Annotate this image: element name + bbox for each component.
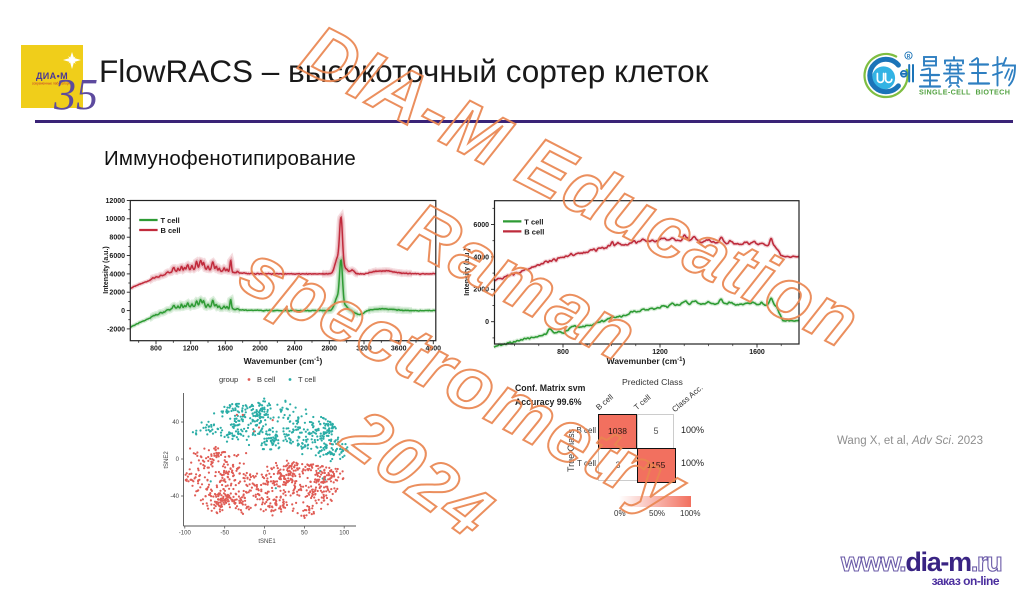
svg-text:tSNE2: tSNE2 [164, 451, 170, 469]
svg-text:6000: 6000 [473, 222, 489, 229]
svg-text:100: 100 [339, 531, 350, 537]
svg-text:4000: 4000 [426, 346, 442, 353]
svg-text:B cell: B cell [257, 375, 276, 384]
svg-text:2000: 2000 [473, 287, 489, 294]
svg-text:Intensity (a.u.): Intensity (a.u.) [464, 248, 471, 295]
svg-text:1200: 1200 [183, 346, 199, 353]
svg-text:2800: 2800 [322, 346, 338, 353]
svg-text:group: group [219, 375, 238, 384]
svg-text:3600: 3600 [391, 346, 407, 353]
svg-text:B cell: B cell [161, 226, 181, 235]
svg-text:800: 800 [150, 346, 162, 353]
svg-text:tSNE1: tSNE1 [258, 539, 276, 545]
svg-text:6000: 6000 [109, 253, 125, 260]
svg-text:T cell: T cell [298, 375, 316, 384]
svg-text:1600: 1600 [218, 346, 234, 353]
svg-text:-100: -100 [179, 531, 192, 537]
svg-text:Intensity (a.u.): Intensity (a.u.) [103, 246, 110, 293]
svg-text:10000: 10000 [106, 216, 126, 223]
svg-text:-2000: -2000 [107, 326, 125, 333]
svg-text:0: 0 [485, 319, 489, 326]
svg-text:2000: 2000 [252, 346, 268, 353]
svg-text:1600: 1600 [749, 349, 765, 356]
svg-text:3200: 3200 [356, 346, 372, 353]
svg-text:4000: 4000 [473, 254, 489, 261]
svg-text:T cell: T cell [161, 216, 180, 225]
svg-text:12000: 12000 [106, 198, 126, 205]
svg-text:-50: -50 [220, 531, 229, 537]
svg-text:4000: 4000 [109, 271, 125, 278]
svg-text:1200: 1200 [652, 349, 668, 356]
svg-text:современные лаборатории: современные лаборатории [32, 82, 73, 86]
svg-text:T cell: T cell [524, 217, 543, 226]
svg-text:0: 0 [121, 308, 125, 315]
svg-text:50: 50 [301, 531, 308, 537]
svg-text:ДИА•М: ДИА•М [36, 71, 68, 81]
svg-text:Wavemunber (cm-1): Wavemunber (cm-1) [607, 356, 686, 366]
svg-text:0: 0 [263, 531, 267, 537]
svg-text:40: 40 [172, 420, 179, 426]
svg-text:B cell: B cell [524, 227, 544, 236]
svg-text:0: 0 [176, 457, 180, 463]
svg-text:8000: 8000 [109, 235, 125, 242]
svg-text:SINGLE-CELL BIOTECH: SINGLE-CELL BIOTECH [919, 88, 1010, 97]
svg-text:Wavemunber (cm-1): Wavemunber (cm-1) [244, 356, 323, 366]
svg-text:2400: 2400 [287, 346, 303, 353]
svg-text:2000: 2000 [109, 290, 125, 297]
svg-text:-40: -40 [170, 494, 179, 500]
svg-text:R: R [907, 54, 911, 60]
svg-text:800: 800 [557, 349, 569, 356]
